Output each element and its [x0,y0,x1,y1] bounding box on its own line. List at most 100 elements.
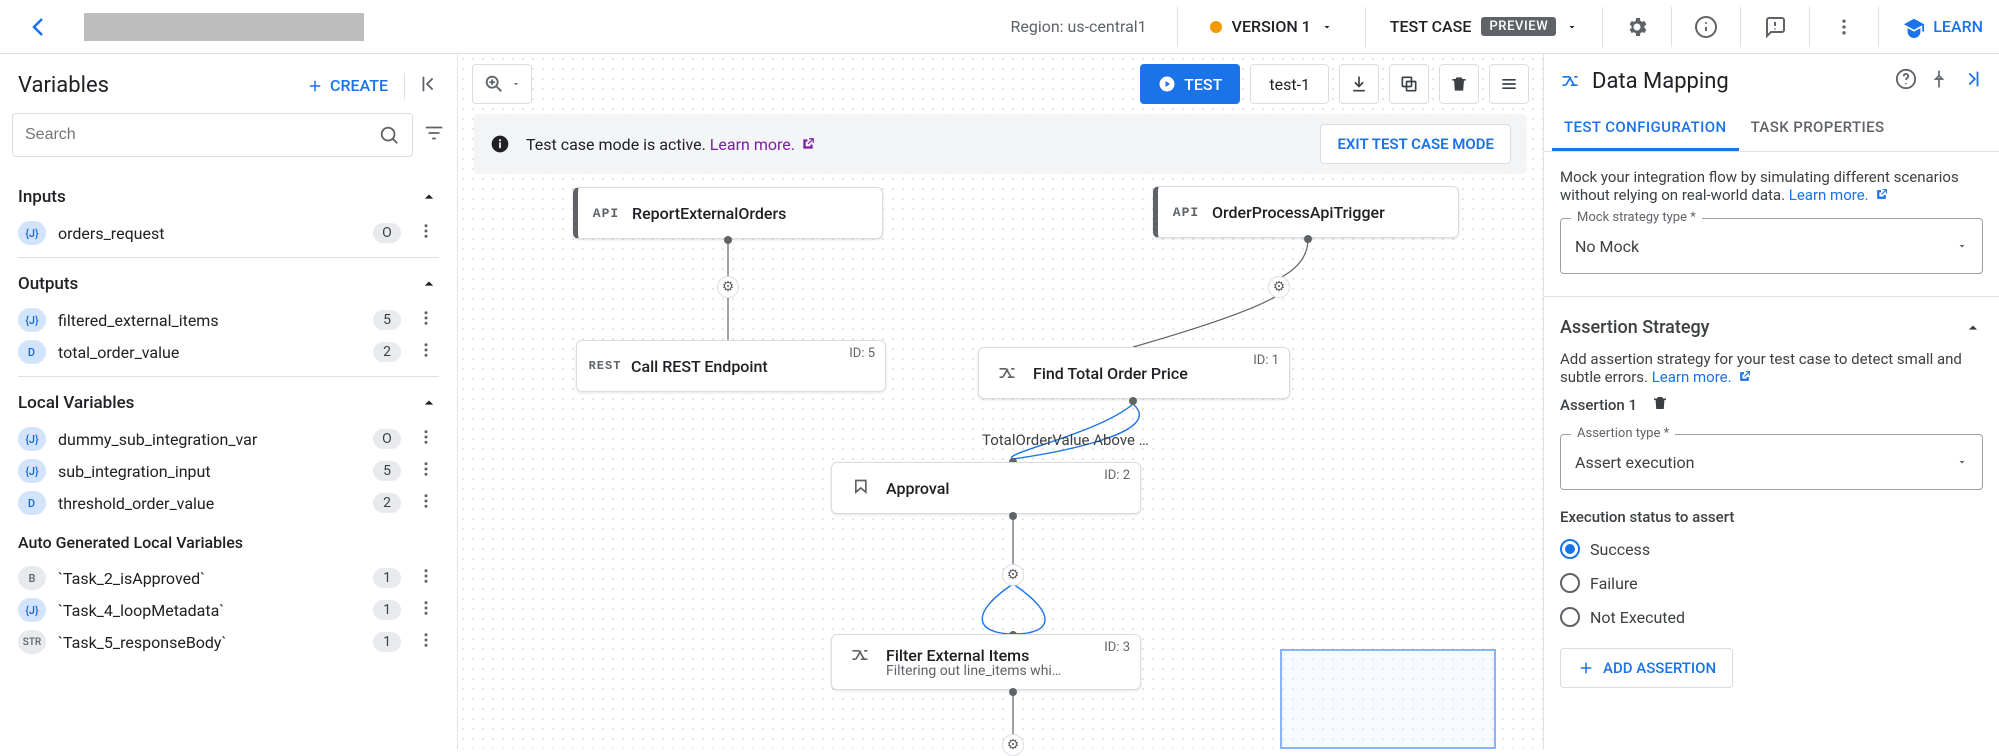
variable-row[interactable]: {J}orders_requestO [18,217,439,249]
var-more-button[interactable] [413,599,439,621]
var-more-button[interactable] [413,460,439,482]
var-count-badge: O [373,429,401,449]
tab-test-configuration[interactable]: TEST CONFIGURATION [1552,104,1739,151]
var-count-badge: 5 [373,461,401,481]
radio-success[interactable]: Success [1560,532,1983,566]
test-case-selector[interactable]: TEST CASE PREVIEW [1378,17,1591,36]
delete-assertion-button[interactable] [1651,394,1669,416]
create-variable-button[interactable]: CREATE [298,70,396,101]
var-more-button[interactable] [413,631,439,653]
help-button[interactable] [1895,68,1917,94]
outputs-label: Outputs [18,274,78,294]
node-title: Filter External Items [886,646,1029,665]
menu-button[interactable] [1489,64,1529,104]
radio-success-label: Success [1590,540,1650,559]
mock-strategy-select[interactable]: Mock strategy type * No Mock [1560,218,1983,274]
radio-failure-label: Failure [1590,574,1638,593]
feedback-button[interactable] [1753,5,1797,49]
copy-button[interactable] [1389,64,1429,104]
inputs-label: Inputs [18,187,66,207]
version-selector[interactable]: VERSION 1 [1190,17,1353,36]
assertion-type-label: Assertion type * [1571,426,1675,441]
assertion-type-select[interactable]: Assertion type * Assert execution [1560,434,1983,490]
more-vert-icon [417,460,435,478]
assertion-section-header[interactable]: Assertion Strategy [1560,297,1983,350]
assert-learn-more-link[interactable]: Learn more. [1652,368,1732,386]
config-gear-icon[interactable]: ⚙ [1268,276,1290,298]
variable-row[interactable]: {J}sub_integration_input5 [18,455,439,487]
variable-row[interactable]: B`Task_2_isApproved`1 [18,562,439,594]
variable-row[interactable]: {J}`Task_4_loopMetadata`1 [18,594,439,626]
delete-button[interactable] [1439,64,1479,104]
more-vert-icon [1834,17,1854,37]
test-name-chip[interactable]: test-1 [1250,64,1329,104]
var-more-button[interactable] [413,222,439,244]
var-name: filtered_external_items [58,311,361,330]
config-gear-icon[interactable]: ⚙ [1002,564,1024,586]
mock-learn-more-link[interactable]: Learn more. [1789,186,1869,204]
node-order-process-trigger[interactable]: API OrderProcessApiTrigger [1153,186,1459,238]
settings-button[interactable] [1615,5,1659,49]
exit-test-mode-button[interactable]: EXIT TEST CASE MODE [1320,124,1511,164]
locals-section-header[interactable]: Local Variables [18,385,439,423]
var-count-badge: 2 [373,493,401,513]
config-gear-icon[interactable]: ⚙ [717,276,739,298]
node-id: ID: 1 [1253,353,1279,368]
download-icon [1349,74,1369,94]
tab-task-properties[interactable]: TASK PROPERTIES [1739,104,1897,151]
test-button[interactable]: TEST [1140,64,1240,104]
node-approval[interactable]: Approval ID: 2 [831,462,1141,514]
locals-label: Local Variables [18,393,134,413]
chevron-down-icon [1956,456,1968,468]
node-subtitle: Filtering out line_items whi… [848,663,1124,679]
flow-canvas[interactable]: TEST test-1 Test case mode [458,54,1543,749]
variable-row[interactable]: {J}dummy_sub_integration_varO [18,423,439,455]
search-input[interactable] [25,126,378,144]
node-call-rest-endpoint[interactable]: REST Call REST Endpoint ID: 5 [576,340,886,392]
pin-button[interactable] [1929,69,1949,93]
var-more-button[interactable] [413,341,439,363]
panel-tabs: TEST CONFIGURATION TASK PROPERTIES [1544,104,1999,152]
var-name: threshold_order_value [58,494,361,513]
var-more-button[interactable] [413,492,439,514]
external-link-icon [1875,188,1888,201]
more-button[interactable] [1822,5,1866,49]
var-more-button[interactable] [413,428,439,450]
data-mapping-icon [1560,71,1580,91]
info-button[interactable] [1684,5,1728,49]
collapse-panel-button[interactable] [404,73,439,99]
node-filter-external-items[interactable]: Filter External Items Filtering out line… [831,634,1141,690]
variable-row[interactable]: STR`Task_5_responseBody`1 [18,626,439,658]
node-report-external-orders[interactable]: API ReportExternalOrders [573,187,883,239]
back-button[interactable] [16,5,60,49]
test-case-label: TEST CASE [1390,17,1472,36]
variable-row[interactable]: Dtotal_order_value2 [18,336,439,368]
download-button[interactable] [1339,64,1379,104]
filter-button[interactable] [423,122,445,148]
var-more-button[interactable] [413,309,439,331]
radio-not-executed[interactable]: Not Executed [1560,600,1983,634]
add-assertion-button[interactable]: ADD ASSERTION [1560,648,1733,688]
node-find-total-order-price[interactable]: Find Total Order Price ID: 1 [978,347,1290,399]
menu-icon [1499,74,1519,94]
banner-text: Test case mode is active. Learn more. [526,135,815,154]
outputs-section-header[interactable]: Outputs [18,266,439,304]
node-id: ID: 3 [1104,640,1130,655]
banner-learn-more-link[interactable]: Learn more. [710,135,795,154]
variable-row[interactable]: Dthreshold_order_value2 [18,487,439,519]
api-icon: API [594,206,618,221]
variable-row[interactable]: {J}filtered_external_items5 [18,304,439,336]
expand-panel-button[interactable] [1961,68,1983,94]
pin-icon [1929,69,1949,89]
test-label: TEST [1184,75,1222,94]
inputs-section-header[interactable]: Inputs [18,179,439,217]
learn-button[interactable]: LEARN [1903,16,1983,38]
config-gear-icon[interactable]: ⚙ [1002,734,1024,756]
node-id: ID: 2 [1104,468,1130,483]
radio-failure[interactable]: Failure [1560,566,1983,600]
var-more-button[interactable] [413,567,439,589]
region-label: Region: us-central1 [993,17,1165,36]
assertion-1-label: Assertion 1 [1560,396,1637,414]
node-id: ID: 5 [849,346,875,361]
zoom-button[interactable] [472,64,532,104]
